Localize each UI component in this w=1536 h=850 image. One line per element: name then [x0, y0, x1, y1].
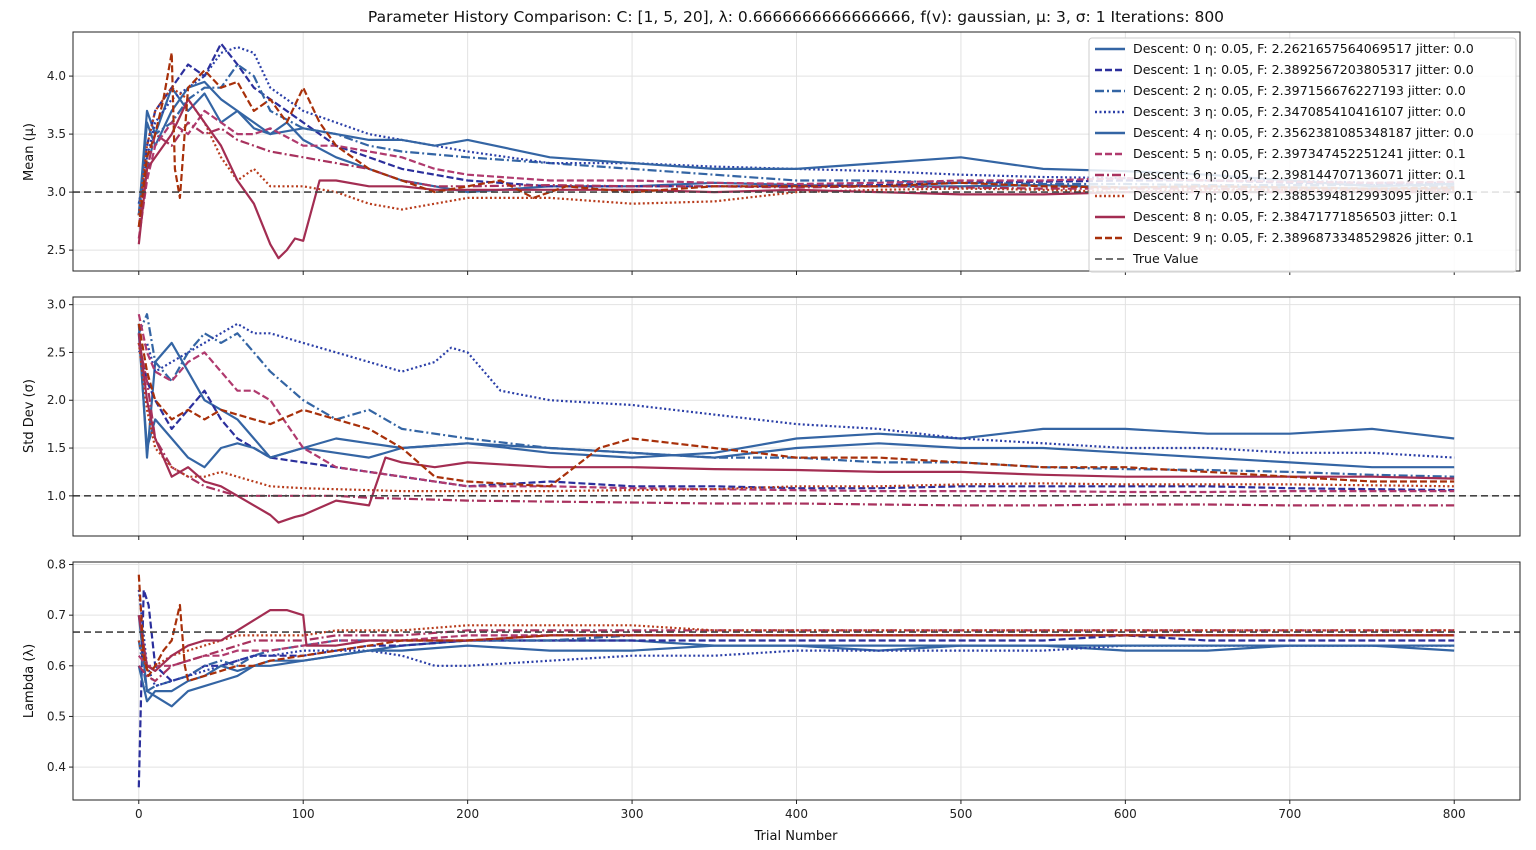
legend-label: Descent: 5 η: 0.05, F: 2.397347452251241…	[1133, 146, 1466, 161]
ytick-label: 0.5	[47, 709, 66, 723]
ylabel-std: Std Dev (σ)	[22, 379, 37, 453]
series-line-6	[137, 121, 1455, 228]
ytick-label: 4.0	[47, 69, 66, 83]
series-line-1	[137, 42, 1455, 216]
series-line-3	[137, 589, 1455, 688]
xtick-label: 500	[949, 807, 972, 821]
ytick-label: 1.5	[47, 441, 66, 455]
legend: Descent: 0 η: 0.05, F: 2.262165756406951…	[1088, 37, 1517, 273]
series-line-7	[137, 342, 1455, 493]
plot-area-mean	[69, 31, 1521, 275]
ytick-label: 3.0	[47, 185, 66, 199]
series-line-8	[137, 333, 1455, 524]
ylabel-mean: Mean (μ)	[22, 123, 37, 181]
ytick-label: 2.0	[47, 393, 66, 407]
series-group	[73, 313, 1520, 524]
tick-labels-lambda: 0.4 0.5 0.6 0.7 0.8	[47, 558, 66, 775]
series-line-3	[137, 46, 1455, 204]
legend-label: Descent: 6 η: 0.05, F: 2.398144707136071…	[1133, 167, 1466, 182]
xtick-label: 600	[1114, 807, 1137, 821]
series-line-3	[137, 322, 1455, 459]
ytick-label: 0.8	[47, 558, 66, 572]
legend-label: Descent: 9 η: 0.05, F: 2.389687334852982…	[1133, 230, 1474, 245]
xtick-label: 300	[621, 807, 644, 821]
series-line-7	[137, 624, 1455, 672]
series-group	[73, 42, 1520, 260]
series-line-9	[137, 323, 1455, 488]
ytick-label: 3.0	[47, 298, 66, 312]
legend-label: Descent: 2 η: 0.05, F: 2.397156676227193…	[1133, 83, 1466, 98]
subplot-std: Std Dev (σ) 1.0 1.5 2.0 2.5 3.0	[22, 298, 66, 503]
series-line-7	[137, 86, 1455, 216]
legend-box	[1088, 37, 1517, 273]
ytick-label: 1.0	[47, 489, 66, 503]
legend-label: Descent: 3 η: 0.05, F: 2.347085410416107…	[1133, 104, 1466, 119]
xtick-label: 100	[292, 807, 315, 821]
ytick-label: 2.5	[47, 345, 66, 359]
series-line-9	[137, 574, 1455, 683]
series-line-5	[137, 313, 1455, 494]
ylabel-lambda: Lambda (λ)	[22, 644, 37, 718]
ytick-label: 0.7	[47, 608, 66, 622]
ytick-label: 0.4	[47, 760, 66, 774]
series-line-6	[137, 342, 1455, 507]
series-line-4	[137, 80, 1455, 216]
xtick-label: 0	[135, 807, 143, 821]
xtick-label: 700	[1278, 807, 1301, 821]
ytick-label: 0.6	[47, 659, 66, 673]
legend-label: Descent: 8 η: 0.05, F: 2.38471771856503 …	[1133, 209, 1458, 224]
xtick-label: 800	[1443, 807, 1466, 821]
series-line-9	[137, 51, 1455, 228]
legend-label: Descent: 1 η: 0.05, F: 2.389256720380531…	[1133, 62, 1474, 77]
subplot-mean: Mean (μ) 2.5 3.0 3.5 4.0	[22, 69, 66, 257]
plot-area-lambda	[69, 561, 1521, 804]
xtick-label: 400	[785, 807, 808, 821]
ytick-label: 2.5	[47, 243, 66, 257]
plot-area-std	[69, 296, 1521, 540]
tick-labels-std: 1.0 1.5 2.0 2.5 3.0	[47, 298, 66, 503]
legend-label: Descent: 4 η: 0.05, F: 2.356238108534818…	[1133, 125, 1474, 140]
chart-title: Parameter History Comparison: C: [1, 5, …	[368, 8, 1224, 26]
tick-labels-mean: 2.5 3.0 3.5 4.0	[47, 69, 66, 257]
ytick-label: 3.5	[47, 127, 66, 141]
legend-label: True Value	[1132, 251, 1199, 266]
series-line-8	[137, 98, 1455, 260]
xtick-label: 200	[456, 807, 479, 821]
legend-label: Descent: 7 η: 0.05, F: 2.388539481299309…	[1133, 188, 1474, 203]
series-line-2	[137, 313, 1455, 478]
series-group	[73, 574, 1520, 788]
subplot-lambda: Lambda (λ) 0.4 0.5 0.6 0.7 0.8	[22, 558, 66, 775]
xlabel: Trial Number	[754, 829, 839, 844]
legend-label: Descent: 0 η: 0.05, F: 2.262165756406951…	[1133, 41, 1474, 56]
